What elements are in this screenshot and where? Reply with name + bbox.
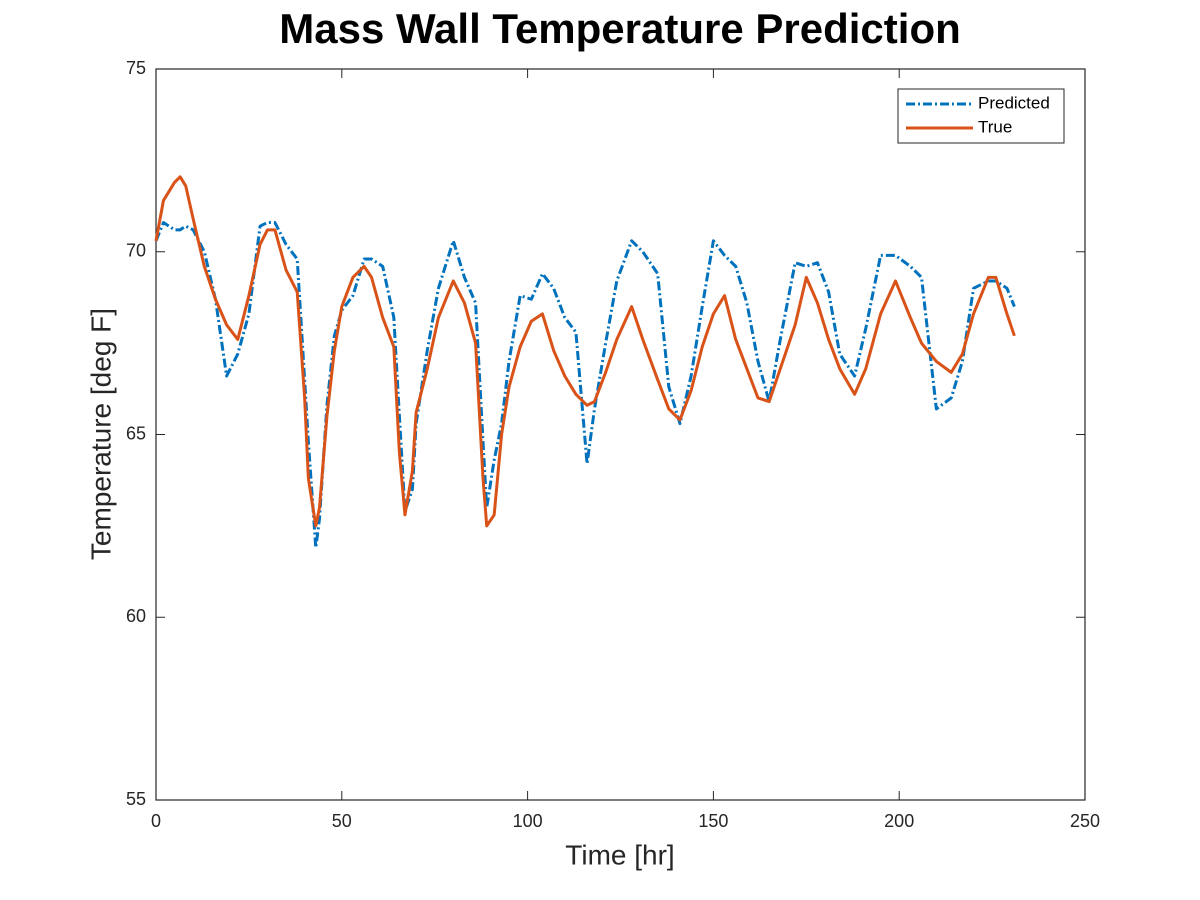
x-tick-label: 50 [332,811,352,831]
chart-title: Mass Wall Temperature Prediction [279,5,961,52]
series-line [154,221,1016,550]
legend-label: Predicted [978,93,1050,112]
y-axis-label: Temperature [deg F] [85,308,116,560]
x-tick-label: 200 [884,811,914,831]
y-tick-label: 75 [126,58,146,78]
x-axis-label: Time [hr] [565,839,674,870]
plot-area [155,68,1086,801]
y-tick-label: 65 [126,423,146,443]
x-tick-label: 250 [1070,811,1100,831]
x-tick-label: 100 [513,811,543,831]
y-tick-label: 60 [126,606,146,626]
y-tick-label: 55 [126,789,146,809]
y-tick-label: 70 [126,241,146,261]
legend-label: True [978,117,1012,136]
x-tick-label: 0 [151,811,161,831]
series-line [154,175,1016,528]
x-tick-label: 150 [698,811,728,831]
legend-box [897,88,1065,144]
